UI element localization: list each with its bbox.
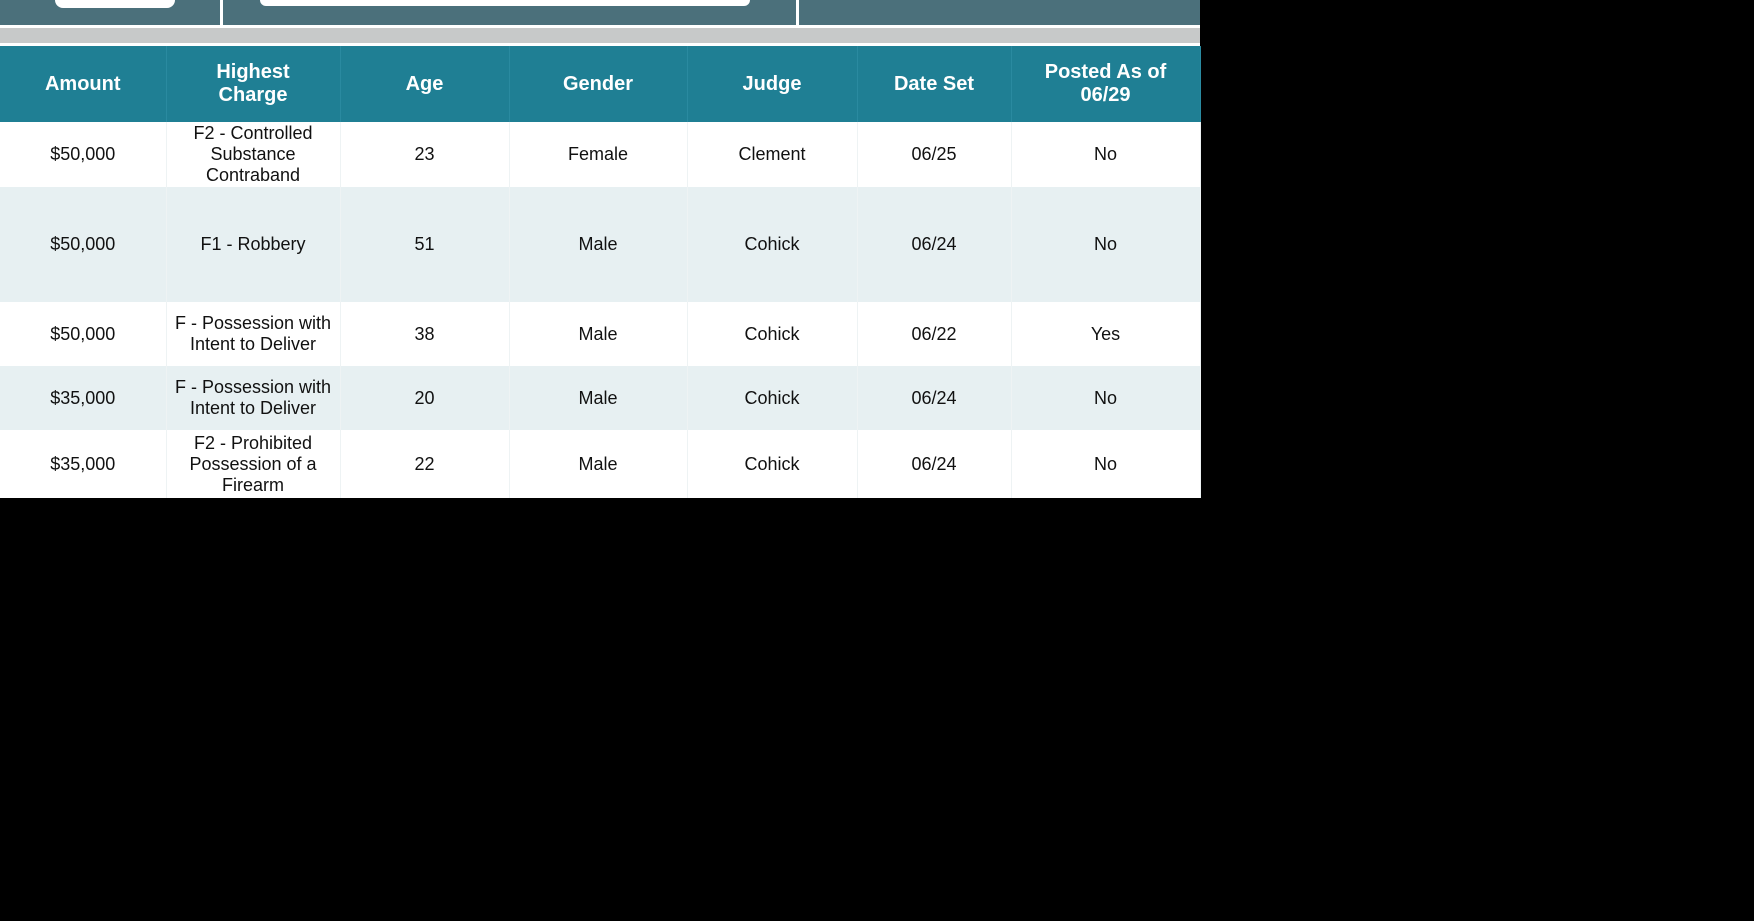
table-cell: Cohick	[687, 430, 858, 498]
table-cell: 51	[340, 187, 510, 302]
table-row: $50,000 F - Possession with Intent to Del…	[0, 302, 1201, 366]
logo-fragment	[55, 0, 175, 8]
table-cell: $50,000	[0, 302, 167, 366]
bail-table: Amount Highest Charge Age Gender Judge Date S…	[0, 46, 1201, 498]
column-header: Date Set	[857, 46, 1012, 122]
column-header: Gender	[509, 46, 688, 122]
table-cell: $50,000	[0, 122, 167, 187]
table-row: $35,000 F - Possession with Intent to Del…	[0, 366, 1201, 430]
column-header: Age	[340, 46, 510, 122]
banner	[0, 0, 1200, 25]
title-fragment	[260, 0, 750, 6]
table-cell: $50,000	[0, 187, 167, 302]
table-cell: Male	[509, 302, 688, 366]
table-row: $50,000 F1 - Robbery 51 Male Cohick 06/24 No	[0, 187, 1201, 302]
table-cell: No	[1011, 187, 1201, 302]
table-cell: 06/24	[857, 366, 1012, 430]
table-cell: No	[1011, 122, 1201, 187]
table-cell: Male	[509, 430, 688, 498]
table-cell: Female	[509, 122, 688, 187]
table-row: $50,000 F2 - Controlled Substance Contrab…	[0, 122, 1201, 187]
bail-table-graphic: Amount Highest Charge Age Gender Judge Date S…	[0, 0, 1201, 498]
table-cell: F2 - Controlled Substance Contraband	[166, 122, 341, 187]
table-cell: No	[1011, 366, 1201, 430]
table-cell: 06/24	[857, 187, 1012, 302]
table-cell: 22	[340, 430, 510, 498]
table-cell: F1 - Robbery	[166, 187, 341, 302]
column-header: Amount	[0, 46, 167, 122]
table-cell: 20	[340, 366, 510, 430]
table-cell: No	[1011, 430, 1201, 498]
column-header: Judge	[687, 46, 858, 122]
divider	[220, 0, 223, 25]
table-cell: F - Possession with Intent to Deliver	[166, 366, 341, 430]
table-cell: $35,000	[0, 366, 167, 430]
table-cell: Cohick	[687, 187, 858, 302]
table-cell: 06/25	[857, 122, 1012, 187]
column-header: Highest Charge	[166, 46, 341, 122]
divider	[796, 0, 799, 25]
table-cell: Male	[509, 187, 688, 302]
header-row: Amount Highest Charge Age Gender Judge Date S…	[0, 46, 1201, 122]
table-cell: Yes	[1011, 302, 1201, 366]
column-header: Posted As of 06/29	[1011, 46, 1201, 122]
table-cell: 23	[340, 122, 510, 187]
table-cell: 06/22	[857, 302, 1012, 366]
table-cell: $35,000	[0, 430, 167, 498]
table-cell: Cohick	[687, 366, 858, 430]
table-cell: F2 - Prohibited Possession of a Firearm	[166, 430, 341, 498]
separator-band	[0, 25, 1200, 46]
table-cell: 06/24	[857, 430, 1012, 498]
table-cell: Male	[509, 366, 688, 430]
table-cell: 38	[340, 302, 510, 366]
table-row: $35,000 F2 - Prohibited Possession of a F…	[0, 430, 1201, 498]
table-cell: Clement	[687, 122, 858, 187]
table-cell: F - Possession with Intent to Deliver	[166, 302, 341, 366]
table-cell: Cohick	[687, 302, 858, 366]
